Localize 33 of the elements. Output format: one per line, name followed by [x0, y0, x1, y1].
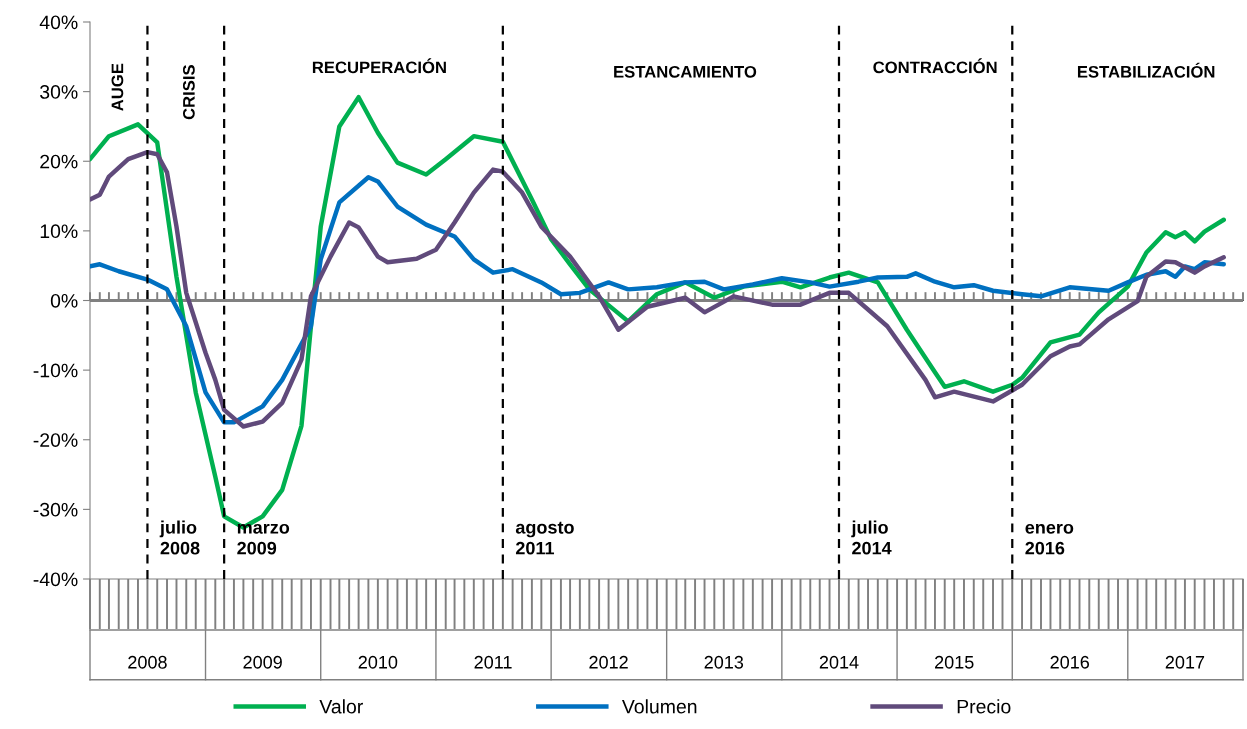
ref-line-label: agosto 2011: [515, 521, 574, 555]
y-tick-label: 20%: [40, 154, 78, 169]
annotation: AUGE: [111, 63, 124, 111]
annotation: ESTABILIZACIÓN: [1077, 62, 1215, 78]
x-tick-label: 2016: [1050, 655, 1090, 669]
x-tick-label: 2009: [243, 655, 282, 669]
x-tick-label: 2008: [128, 655, 167, 669]
y-tick-label: -10%: [33, 363, 78, 378]
ref-line-label: enero 2016: [1025, 523, 1074, 555]
legend-label: Valor: [319, 699, 363, 714]
x-tick-label: 2010: [358, 655, 398, 669]
y-tick-label: 0%: [50, 293, 78, 308]
x-tick-label: 2012: [589, 655, 628, 669]
x-tick-label: 2014: [819, 655, 859, 669]
y-tick-label: 40%: [39, 15, 78, 30]
x-tick-label: 2017: [1165, 655, 1205, 669]
ref-line-label: julio 2014: [851, 520, 892, 555]
ref-line-label: marzo 2009: [237, 523, 290, 555]
y-tick-label: 10%: [40, 224, 78, 239]
legend-label: Precio: [957, 699, 1011, 714]
y-tick-label: -20%: [33, 433, 78, 447]
annotation: ESTANCAMIENTO: [614, 65, 757, 78]
y-tick-label: 30%: [40, 85, 78, 99]
annotation: CRISIS: [182, 65, 195, 120]
annotation: RECUPERACIÓN: [312, 58, 446, 74]
y-tick-label: -40%: [33, 572, 78, 587]
annotation: CONTRACCIÓN: [873, 58, 997, 74]
x-tick-label: 2015: [935, 655, 974, 669]
y-tick-label: -30%: [33, 502, 78, 517]
x-tick-label: 2013: [704, 655, 744, 669]
legend-label: Volumen: [621, 699, 697, 714]
ref-line-label: julio 2008: [159, 520, 200, 555]
x-tick-label: 2011: [474, 655, 512, 669]
